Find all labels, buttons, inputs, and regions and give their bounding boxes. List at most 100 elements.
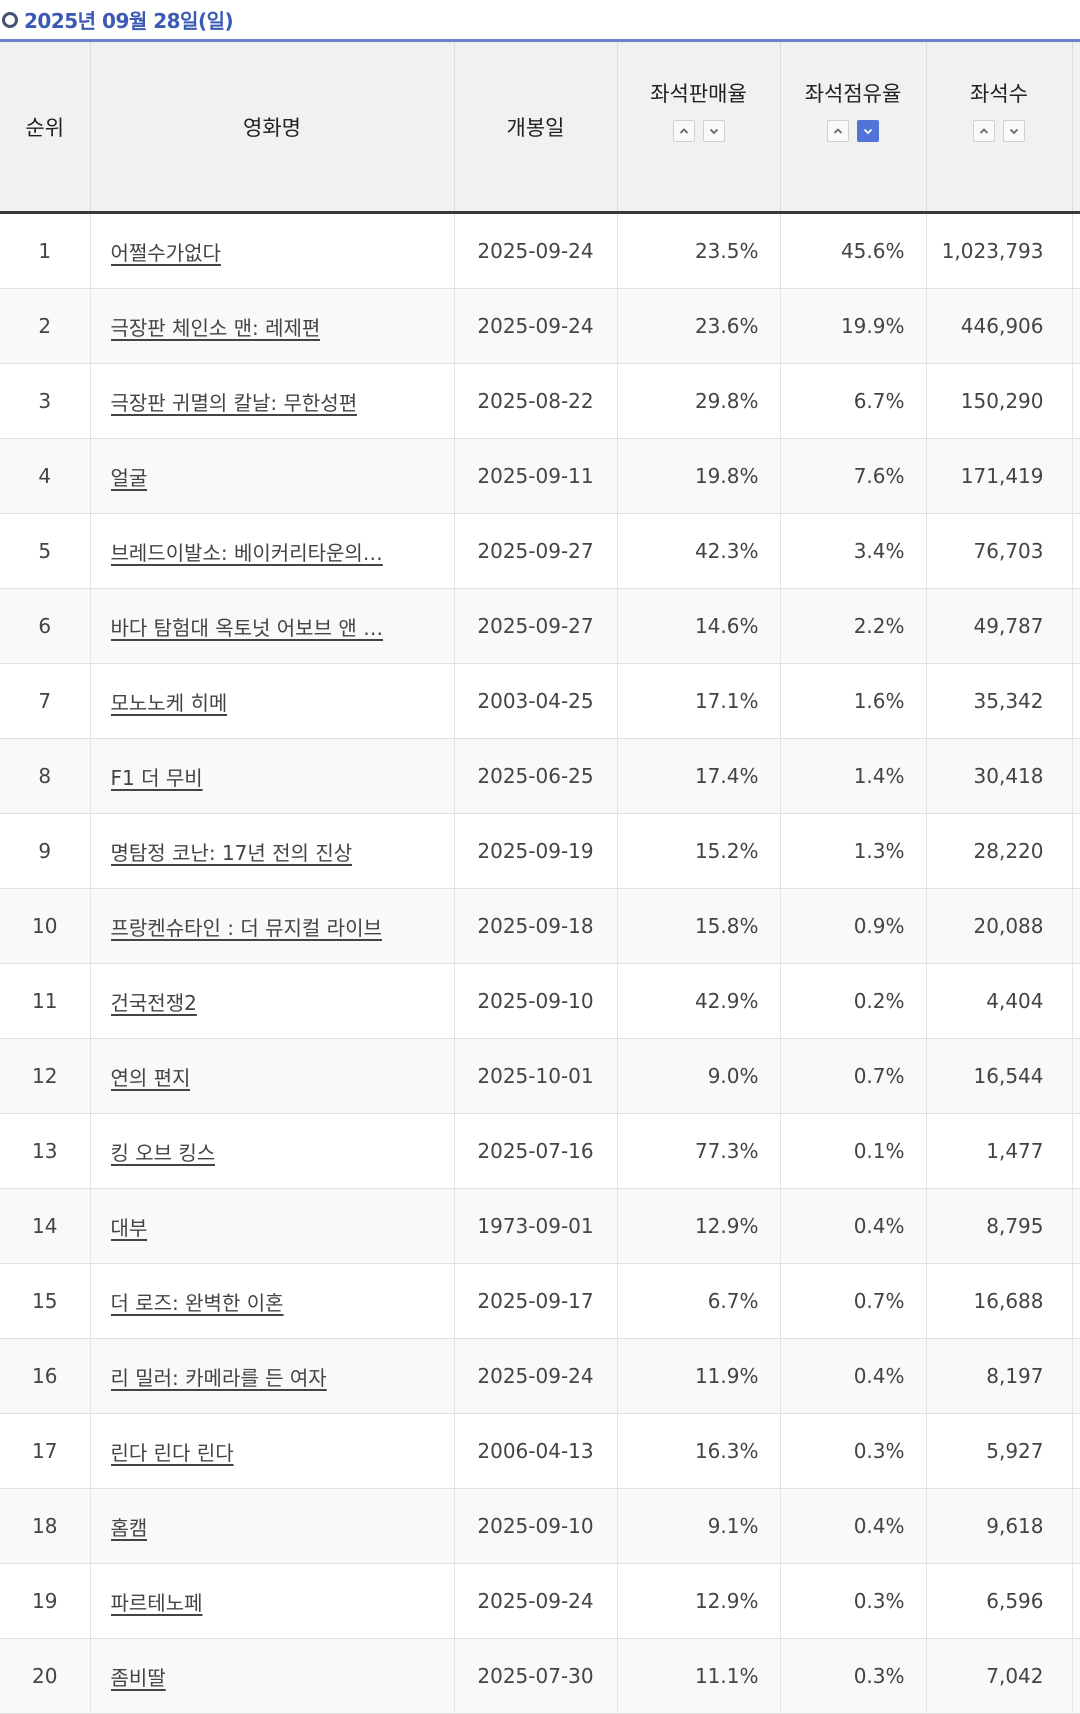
rank-cell: 9 <box>0 813 91 889</box>
rank-cell: 1 <box>0 212 91 289</box>
movie-title-link[interactable]: 어쩔수가없다 <box>110 240 221 265</box>
movie-title-link[interactable]: 프랑켄슈타인 : 더 뮤지컬 라이브 <box>110 915 382 940</box>
rank-cell: 2 <box>0 288 91 364</box>
share-cell: 6.7% <box>780 363 927 439</box>
movie-title-link[interactable]: 모노노케 히메 <box>110 690 228 715</box>
sort-buttons <box>781 120 926 142</box>
table-row: 5 브레드이발소: 베이커리타운의… 2025-09-27 42.3% 3.4% 76,7… <box>0 513 1080 589</box>
movie-title-link[interactable]: 더 로즈: 완벽한 이혼 <box>110 1290 284 1315</box>
movie-title-link[interactable]: 극장판 귀멸의 칼날: 무한성편 <box>110 390 358 415</box>
sales-rate-cell: 12.9% <box>617 1188 781 1264</box>
extra-cell <box>1072 1188 1080 1264</box>
share-cell: 3.4% <box>780 513 927 589</box>
release-date-cell: 2025-09-10 <box>454 963 618 1039</box>
chevron-down-icon <box>863 128 873 135</box>
table-row: 13 킹 오브 킹스 2025-07-16 77.3% 0.1% 1,477 <box>0 1113 1080 1189</box>
sort-asc-button[interactable] <box>672 120 695 142</box>
seats-cell: 5,927 <box>926 1413 1073 1489</box>
movie-title-link[interactable]: 바다 탐험대 옥토넛 어보브 앤 … <box>110 615 384 640</box>
table-row: 18 홈캠 2025-09-10 9.1% 0.4% 9,618 <box>0 1488 1080 1564</box>
title-cell: 프랑켄슈타인 : 더 뮤지컬 라이브 <box>90 888 455 964</box>
table-row: 19 파르테노페 2025-09-24 12.9% 0.3% 6,596 <box>0 1563 1080 1639</box>
date-title: 2025년 09월 28일(일) <box>24 9 234 33</box>
column-header-extra <box>1072 42 1080 214</box>
movie-title-link[interactable]: 얼굴 <box>110 465 148 490</box>
sales-rate-cell: 16.3% <box>617 1413 781 1489</box>
table-row: 14 대부 1973-09-01 12.9% 0.4% 8,795 <box>0 1188 1080 1264</box>
share-cell: 0.3% <box>780 1638 927 1714</box>
seats-cell: 16,544 <box>926 1038 1073 1114</box>
table-row: 12 연의 편지 2025-10-01 9.0% 0.7% 16,544 <box>0 1038 1080 1114</box>
sort-desc-button[interactable] <box>702 120 725 142</box>
sort-desc-button[interactable] <box>1003 120 1025 142</box>
release-date-cell: 2025-09-11 <box>454 438 618 514</box>
table-row: 7 모노노케 히메 2003-04-25 17.1% 1.6% 35,342 <box>0 663 1080 739</box>
sales-rate-cell: 23.5% <box>617 212 781 289</box>
title-cell: F1 더 무비 <box>90 738 455 814</box>
movie-title-link[interactable]: 브레드이발소: 베이커리타운의… <box>110 540 383 565</box>
seats-cell: 6,596 <box>926 1563 1073 1639</box>
extra-cell <box>1072 888 1080 964</box>
title-cell: 린다 린다 린다 <box>90 1413 455 1489</box>
table-row: 4 얼굴 2025-09-11 19.8% 7.6% 171,419 <box>0 438 1080 514</box>
share-cell: 0.9% <box>780 888 927 964</box>
release-date-cell: 2025-09-18 <box>454 888 618 964</box>
release-date-cell: 2025-09-27 <box>454 588 618 664</box>
extra-cell <box>1072 963 1080 1039</box>
share-cell: 0.1% <box>780 1113 927 1189</box>
table-row: 10 프랑켄슈타인 : 더 뮤지컬 라이브 2025-09-18 15.8% 0.9% 2… <box>0 888 1080 964</box>
sort-buttons <box>618 120 780 142</box>
seats-cell: 1,477 <box>926 1113 1073 1189</box>
table-row: 11 건국전쟁2 2025-09-10 42.9% 0.2% 4,404 <box>0 963 1080 1039</box>
title-cell: 명탐정 코난: 17년 전의 진상 <box>90 813 455 889</box>
title-cell: 모노노케 히메 <box>90 663 455 739</box>
release-date-cell: 2006-04-13 <box>454 1413 618 1489</box>
rank-cell: 14 <box>0 1188 91 1264</box>
seats-cell: 16,688 <box>926 1263 1073 1339</box>
share-cell: 0.3% <box>780 1563 927 1639</box>
share-cell: 0.4% <box>780 1188 927 1264</box>
title-cell: 파르테노페 <box>90 1563 455 1639</box>
chevron-up-icon <box>679 128 688 134</box>
release-date-cell: 1973-09-01 <box>454 1188 618 1264</box>
seats-cell: 49,787 <box>926 588 1073 664</box>
rank-cell: 8 <box>0 738 91 814</box>
movie-title-link[interactable]: 극장판 체인소 맨: 레제편 <box>110 315 321 340</box>
rank-cell: 6 <box>0 588 91 664</box>
table-row: 20 좀비딸 2025-07-30 11.1% 0.3% 7,042 <box>0 1638 1080 1714</box>
release-date-cell: 2025-07-16 <box>454 1113 618 1189</box>
sort-asc-button[interactable] <box>973 120 995 142</box>
movie-title-link[interactable]: 킹 오브 킹스 <box>110 1140 216 1165</box>
table-row: 8 F1 더 무비 2025-06-25 17.4% 1.4% 30,418 <box>0 738 1080 814</box>
table-header-row: 순위 영화명 개봉일 좌석판매율 좌석점유율 <box>0 42 1080 214</box>
seats-cell: 28,220 <box>926 813 1073 889</box>
sort-asc-button[interactable] <box>827 120 849 142</box>
share-cell: 0.2% <box>780 963 927 1039</box>
movie-title-link[interactable]: F1 더 무비 <box>110 765 203 790</box>
rank-cell: 10 <box>0 888 91 964</box>
sales-rate-cell: 42.9% <box>617 963 781 1039</box>
movie-title-link[interactable]: 연의 편지 <box>110 1065 191 1090</box>
column-header-title: 영화명 <box>90 42 455 214</box>
table-row: 1 어쩔수가없다 2025-09-24 23.5% 45.6% 1,023,793 <box>0 212 1080 289</box>
table-row: 3 극장판 귀멸의 칼날: 무한성편 2025-08-22 29.8% 6.7% 150,… <box>0 363 1080 439</box>
sales-rate-cell: 77.3% <box>617 1113 781 1189</box>
release-date-cell: 2025-07-30 <box>454 1638 618 1714</box>
sort-desc-button-active[interactable] <box>857 120 879 142</box>
rank-cell: 18 <box>0 1488 91 1564</box>
sales-rate-cell: 29.8% <box>617 363 781 439</box>
movie-title-link[interactable]: 좀비딸 <box>110 1665 166 1690</box>
movie-title-link[interactable]: 건국전쟁2 <box>110 990 197 1015</box>
movie-title-link[interactable]: 린다 린다 린다 <box>110 1440 234 1465</box>
sales-rate-cell: 9.1% <box>617 1488 781 1564</box>
movie-title-link[interactable]: 리 밀러: 카메라를 든 여자 <box>110 1365 327 1390</box>
column-header-seats: 좌석수 <box>926 42 1073 214</box>
movie-title-link[interactable]: 홈캠 <box>110 1515 148 1540</box>
table-row: 15 더 로즈: 완벽한 이혼 2025-09-17 6.7% 0.7% 16,688 <box>0 1263 1080 1339</box>
seats-cell: 150,290 <box>926 363 1073 439</box>
column-header-label: 좌석수 <box>970 82 1028 106</box>
movie-title-link[interactable]: 대부 <box>110 1215 148 1240</box>
release-date-cell: 2025-09-19 <box>454 813 618 889</box>
movie-title-link[interactable]: 파르테노페 <box>110 1590 203 1615</box>
movie-title-link[interactable]: 명탐정 코난: 17년 전의 진상 <box>110 840 353 865</box>
